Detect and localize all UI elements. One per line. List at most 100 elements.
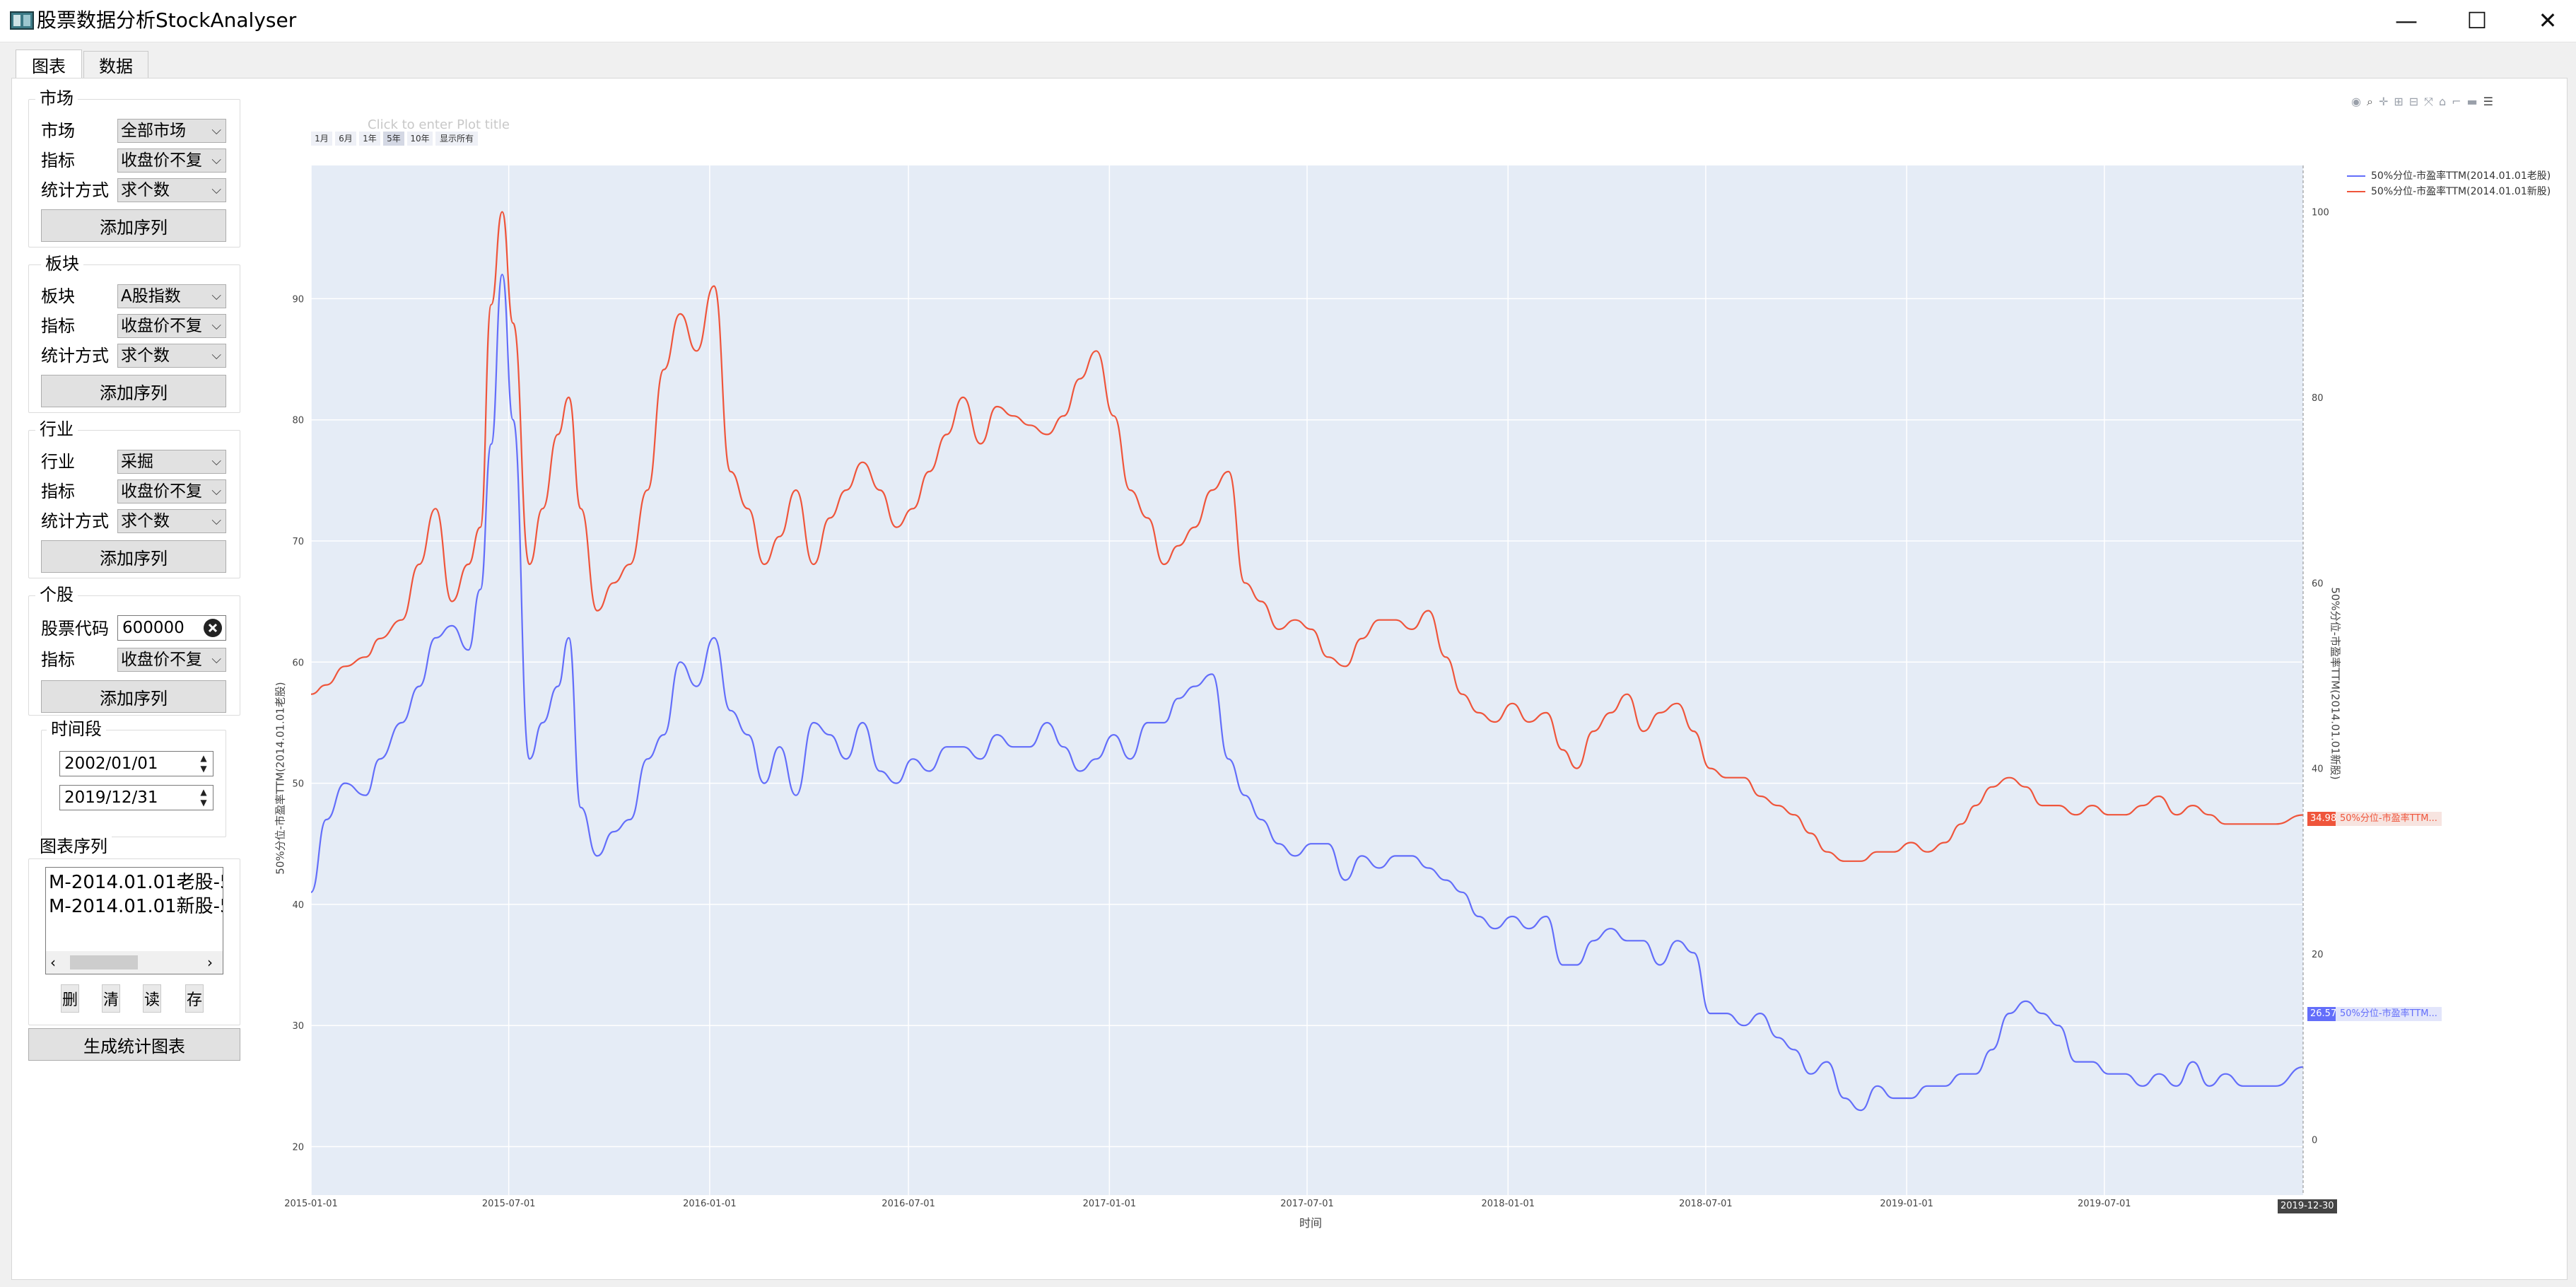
- y-left-tick-label: 30: [292, 1021, 304, 1032]
- chevron-left-icon[interactable]: ‹: [50, 954, 56, 971]
- market-group-title: 市场: [35, 88, 78, 109]
- chevron-right-icon[interactable]: ›: [207, 954, 213, 971]
- start-date-input[interactable]: 2002/01/01 ▲ ▼: [59, 751, 213, 776]
- list-item[interactable]: M-2014.01.01新股-50: [49, 896, 223, 917]
- horizontal-scrollbar[interactable]: ‹ ›: [46, 951, 223, 974]
- stock-group-title: 个股: [35, 584, 78, 605]
- x-tick-label: 2015-07-01: [482, 1199, 536, 1209]
- series-group-title: 图表序列: [35, 836, 112, 857]
- close-button[interactable]: ✕: [2538, 7, 2558, 34]
- y-right-tick-label: 60: [2312, 578, 2324, 589]
- tab-data[interactable]: 数据: [83, 51, 148, 78]
- sector-add-series-button[interactable]: 添加序列: [41, 375, 226, 407]
- industry-add-series-button[interactable]: 添加序列: [41, 540, 226, 573]
- market-stat-combo[interactable]: 求个数 ⌵: [117, 178, 226, 202]
- x-tick-label: 2019-07-01: [2078, 1199, 2131, 1209]
- end-date-input[interactable]: 2019/12/31 ▲ ▼: [59, 785, 213, 810]
- y-left-tick-label: 20: [292, 1142, 304, 1153]
- x-axis-title: 时间: [1299, 1216, 1323, 1230]
- y-right-tick-label: 80: [2312, 393, 2324, 404]
- range-button-5y[interactable]: 5年: [383, 132, 404, 146]
- spin-arrows-icon[interactable]: ▲ ▼: [200, 753, 207, 774]
- industry-metric-label: 指标: [41, 482, 75, 501]
- y-left-tick-label: 40: [292, 900, 304, 911]
- series-line-old-stocks: [310, 274, 2304, 1112]
- range-button-1y[interactable]: 1年: [359, 132, 380, 146]
- home-icon[interactable]: ⌂: [2438, 95, 2447, 108]
- y-left-tick-label: 50: [292, 779, 304, 790]
- list-item[interactable]: M-2014.01.01老股-50: [49, 872, 223, 893]
- series-list[interactable]: M-2014.01.01老股-50 M-2014.01.01新股-50 ‹ ›: [45, 867, 223, 974]
- sector-group-title: 板块: [41, 253, 83, 274]
- industry-metric-combo[interactable]: 收盘价不复 ⌵: [117, 479, 226, 503]
- series-line-new-stocks: [310, 211, 2304, 862]
- sector-combo[interactable]: A股指数 ⌵: [117, 284, 226, 308]
- range-button-6m[interactable]: 6月: [335, 132, 356, 146]
- spike-lines-icon[interactable]: ⌐: [2452, 95, 2461, 108]
- range-button-1m[interactable]: 1月: [311, 132, 332, 146]
- industry-stat-combo[interactable]: 求个数 ⌵: [117, 509, 226, 533]
- zoom-out-icon[interactable]: ⊟: [2408, 95, 2419, 108]
- sector-metric-combo[interactable]: 收盘价不复 ⌵: [117, 314, 226, 338]
- minimize-button[interactable]: —: [2395, 7, 2418, 34]
- chevron-down-icon: ⌵: [211, 289, 221, 303]
- industry-combo[interactable]: 采掘 ⌵: [117, 450, 226, 474]
- x-tick-label: 2017-07-01: [1280, 1199, 1334, 1209]
- zoom-in-icon[interactable]: ⊞: [2394, 95, 2404, 108]
- delete-series-button[interactable]: 删: [61, 984, 79, 1013]
- industry-label: 行业: [41, 452, 75, 472]
- stock-code-label: 股票代码: [41, 619, 109, 639]
- plot-title-placeholder[interactable]: Click to enter Plot title: [368, 117, 510, 132]
- pan-icon[interactable]: ✛: [2378, 95, 2389, 108]
- camera-icon[interactable]: ◉: [2351, 95, 2361, 108]
- hover-closest-icon[interactable]: ▬: [2466, 95, 2478, 108]
- x-tick-label: 2018-07-01: [1679, 1199, 1733, 1209]
- legend-item-red[interactable]: 50%分位-市盈率TTM(2014.01.01新股): [2347, 184, 2559, 199]
- maximize-button[interactable]: ☐: [2466, 7, 2488, 34]
- market-label: 市场: [41, 121, 75, 141]
- spin-arrows-icon[interactable]: ▲ ▼: [200, 787, 207, 808]
- legend-label: 50%分位-市盈率TTM(2014.01.01新股): [2371, 186, 2551, 197]
- hover-x-label: 2019-12-30: [2278, 1199, 2337, 1213]
- autoscale-icon[interactable]: ⤧: [2424, 95, 2433, 108]
- sector-stat-label: 统计方式: [41, 346, 109, 366]
- period-group: [41, 730, 226, 837]
- hover-blue-name: 50%分位-市盈率TTM...: [2336, 1007, 2442, 1021]
- period-group-title: 时间段: [47, 718, 106, 740]
- market-metric-combo[interactable]: 收盘价不复 ⌵: [117, 148, 226, 173]
- sector-label: 板块: [41, 286, 75, 306]
- scrollbar-thumb[interactable]: [70, 955, 138, 969]
- series-group: [28, 858, 240, 1025]
- range-button-10y[interactable]: 10年: [407, 132, 433, 146]
- plot-modebar: ◉ ⌕ ✛ ⊞ ⊟ ⤧ ⌂ ⌐ ▬ ☰: [2351, 95, 2493, 110]
- hover-compare-icon[interactable]: ☰: [2483, 95, 2493, 108]
- y-left-tick-label: 60: [292, 658, 304, 668]
- generate-chart-button[interactable]: 生成统计图表: [28, 1028, 240, 1061]
- sector-group: [28, 264, 240, 413]
- y-right-axis-title: 50%分位-市盈率TTM(2014.01.01新股): [2329, 587, 2342, 780]
- stock-code-input[interactable]: 600000: [117, 615, 226, 641]
- stock-metric-combo[interactable]: 收盘价不复 ⌵: [117, 648, 226, 672]
- y-right-tick-label: 40: [2312, 764, 2324, 775]
- range-button-all[interactable]: 显示所有: [435, 132, 478, 146]
- zoom-icon[interactable]: ⌕: [2366, 95, 2373, 108]
- clear-icon[interactable]: [203, 618, 223, 638]
- tab-chart[interactable]: 图表: [16, 50, 82, 79]
- market-combo[interactable]: 全部市场 ⌵: [117, 119, 226, 143]
- hover-blue-value: 26.57: [2307, 1007, 2340, 1021]
- y-left-tick-label: 80: [292, 416, 304, 426]
- save-series-button[interactable]: 存: [185, 984, 204, 1013]
- title-bar: 股票数据分析StockAnalyser — ☐ ✕: [0, 0, 2576, 42]
- legend-item-blue[interactable]: 50%分位-市盈率TTM(2014.01.01老股): [2347, 168, 2559, 184]
- legend-label: 50%分位-市盈率TTM(2014.01.01老股): [2371, 170, 2551, 182]
- sector-stat-combo[interactable]: 求个数 ⌵: [117, 344, 226, 368]
- x-tick-label: 2015-01-01: [284, 1199, 338, 1209]
- stock-metric-label: 指标: [41, 650, 75, 670]
- industry-group-title: 行业: [35, 419, 78, 440]
- y-left-tick-label: 70: [292, 537, 304, 547]
- window-title: 股票数据分析StockAnalyser: [37, 8, 297, 32]
- market-add-series-button[interactable]: 添加序列: [41, 209, 226, 242]
- clear-series-button[interactable]: 清: [102, 984, 120, 1013]
- load-series-button[interactable]: 读: [143, 984, 161, 1013]
- stock-add-series-button[interactable]: 添加序列: [41, 680, 226, 713]
